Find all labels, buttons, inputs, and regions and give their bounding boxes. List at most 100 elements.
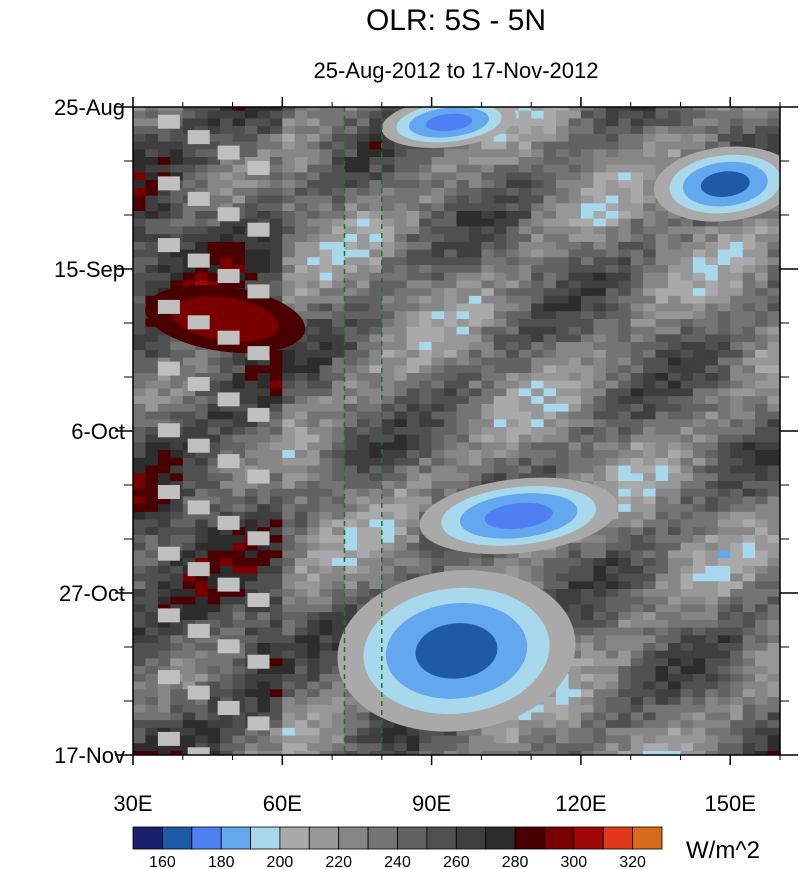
heatmap-cell [170,658,184,667]
x-tick-label: 60E [263,791,302,816]
heatmap-cell [593,141,607,150]
heatmap-cell [692,349,706,359]
heatmap-cell [157,658,171,667]
heatmap-cell [580,118,594,127]
heatmap-cell [680,303,694,312]
heatmap-cell [207,457,221,467]
heatmap-cell [580,180,594,189]
heatmap-cell [207,604,221,613]
heatmap-cell [269,133,283,143]
heatmap-cell [518,342,532,351]
heatmap-cell [680,627,694,636]
heatmap-cell [456,280,470,289]
heatmap-cell [730,419,744,428]
heatmap-cell [269,596,283,605]
heatmap-cell [556,303,569,312]
heatmap-cell [543,581,557,590]
colorbar-swatch [279,826,310,850]
heatmap-cell [543,303,557,312]
heatmap-cell [705,488,719,497]
heatmap-cell [294,481,308,490]
heatmap-cell [680,411,694,420]
heatmap-cell [618,473,632,482]
heatmap-cell [630,218,644,227]
heatmap-cell [668,157,681,166]
heatmap-cell [730,581,744,590]
heatmap-cell [518,334,532,343]
heatmap-cell [556,280,569,289]
heatmap-cell [394,257,408,266]
heatmap-cell [145,218,159,227]
heatmap-cell [344,249,358,258]
heatmap-cell [767,365,780,374]
heatmap-cell [593,118,607,127]
heatmap-cell [755,365,769,374]
heatmap-cell [145,627,159,636]
heatmap-cell [605,388,619,397]
heatmap-cell [580,110,594,119]
heatmap-cell [605,303,619,312]
heatmap-cell [282,697,296,706]
heatmap-cell [518,280,532,289]
heatmap-cell [493,565,507,575]
heatmap-cell [381,334,395,343]
heatmap-cell [543,434,557,443]
heatmap-cell [705,380,719,389]
missing-data-cell [187,438,210,453]
heatmap-cell [767,704,780,713]
heatmap-cell [257,488,271,497]
heatmap-cell [170,596,184,605]
heatmap-cell [705,226,719,235]
heatmap-cell [730,488,744,497]
heatmap-cell [468,234,482,243]
heatmap-cell [493,720,507,729]
heatmap-cell [394,180,408,189]
heatmap-cell [220,357,234,366]
heatmap-cell [220,403,234,413]
heatmap-cell [344,535,358,544]
heatmap-cell [630,265,644,274]
heatmap-cell [493,288,507,297]
heatmap-cell [157,203,171,212]
heatmap-cell [742,357,756,366]
heatmap-cell [605,107,619,112]
heatmap-cell [133,380,146,389]
heatmap-cell [655,110,669,119]
heatmap-cell [456,288,470,297]
heatmap-cell [195,411,209,420]
heatmap-cell [307,596,321,605]
heatmap-cell [444,743,458,752]
heatmap-cell [133,589,146,598]
heatmap-cell [755,411,769,420]
heatmap-cell [419,326,433,335]
heatmap-cell [269,465,283,474]
heatmap-cell [332,751,346,755]
heatmap-cell [742,658,756,667]
heatmap-cell [580,195,594,204]
heatmap-cell [357,527,370,536]
heatmap-cell [357,589,370,598]
heatmap-cell [742,712,756,721]
heatmap-cell [668,612,681,621]
heatmap-cell [742,311,756,320]
heatmap-cell [692,357,706,366]
heatmap-cell [369,535,383,544]
heatmap-cell [518,110,532,119]
heatmap-cell [344,319,358,328]
heatmap-cell [207,164,221,173]
heatmap-cell [605,519,619,528]
heatmap-cell [755,681,769,690]
heatmap-cell [755,735,769,744]
heatmap-cell [468,334,482,343]
heatmap-cell [468,550,482,559]
heatmap-cell [294,712,308,721]
heatmap-cell [332,565,346,575]
heatmap-cell [245,450,258,459]
heatmap-cell [207,265,221,274]
heatmap-cell [419,218,433,227]
heatmap-cell [493,373,507,382]
heatmap-cell [307,673,321,683]
heatmap-cell [381,349,395,359]
heatmap-cell [767,265,780,274]
heatmap-cell [705,110,719,119]
